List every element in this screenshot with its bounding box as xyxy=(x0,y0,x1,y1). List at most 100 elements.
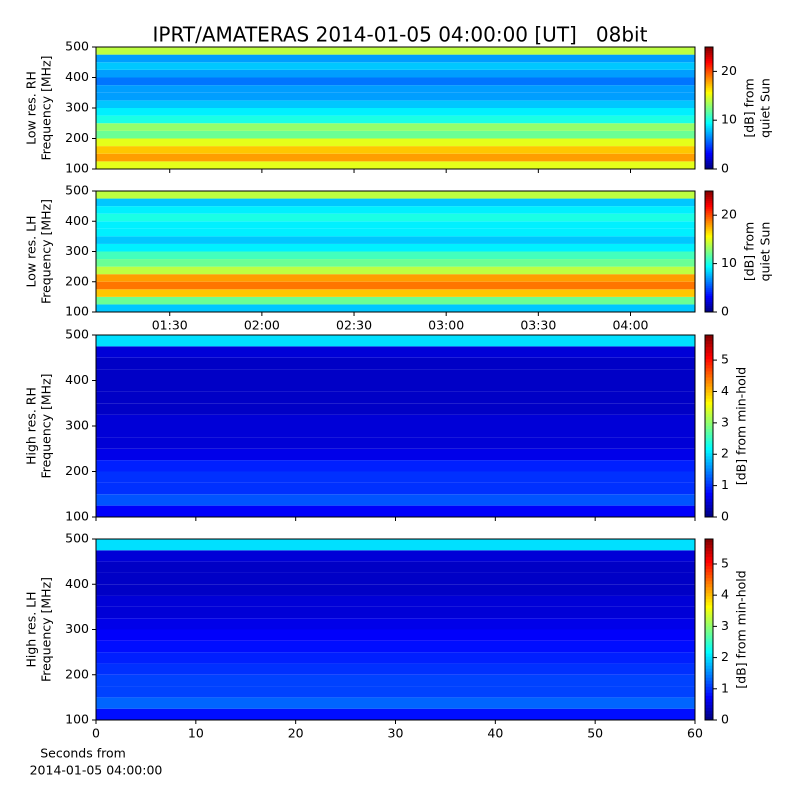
heatmap-cell xyxy=(96,92,695,101)
colorbar-step xyxy=(705,371,713,375)
colorbar-step xyxy=(705,166,713,170)
colorbar-step xyxy=(705,237,713,240)
colorbar-step xyxy=(705,692,713,697)
colorbar-step xyxy=(705,120,713,123)
x-tick-label: 02:30 xyxy=(336,318,372,333)
colorbar-step xyxy=(705,69,713,72)
heatmap-cell xyxy=(96,221,695,229)
heatmap-cell xyxy=(96,191,695,199)
heatmap-cell xyxy=(96,414,695,426)
colorbar-step xyxy=(705,539,713,543)
colorbar-step xyxy=(705,105,713,109)
y-tick-label: 200 xyxy=(65,463,89,478)
colorbar-tick-label: 20 xyxy=(721,63,737,78)
colorbar-step xyxy=(705,680,713,685)
heatmap-cell xyxy=(96,138,695,147)
colorbar-step xyxy=(705,356,713,360)
heatmap-cell xyxy=(96,708,695,720)
colorbar-step xyxy=(705,269,713,273)
colorbar-step xyxy=(705,128,713,131)
colorbar-step xyxy=(705,404,713,409)
colorbar-step xyxy=(705,563,713,567)
colorbar-step xyxy=(705,474,713,479)
colorbar-step xyxy=(705,695,713,700)
y-tick-label: 100 xyxy=(65,304,89,319)
colorbar-tick-label: 10 xyxy=(721,255,737,270)
colorbar-step xyxy=(705,245,713,248)
colorbar-step xyxy=(705,273,713,277)
colorbar-step xyxy=(705,253,713,257)
colorbar-step xyxy=(705,471,713,476)
colorbar-step xyxy=(705,435,713,439)
colorbar-step xyxy=(705,136,713,139)
heatmap-cell xyxy=(96,130,695,139)
heatmap-cell xyxy=(96,584,695,596)
colorbar-step xyxy=(705,77,713,81)
y-axis-label: Frequency [MHz] xyxy=(39,199,54,304)
colorbar-step xyxy=(705,303,713,307)
heatmap-cell xyxy=(96,115,695,124)
colorbar-step xyxy=(705,126,713,129)
heatmap-cell xyxy=(96,426,695,438)
colorbar-step xyxy=(705,422,713,427)
heatmap-cell xyxy=(96,606,695,619)
heatmap-cell xyxy=(96,335,695,347)
colorbar-step xyxy=(705,146,713,150)
colorbar-step xyxy=(705,441,713,445)
colorbar-step xyxy=(705,626,713,630)
colorbar-step xyxy=(705,293,713,297)
colorbar-step xyxy=(705,686,713,691)
colorbar-step xyxy=(705,101,713,105)
y-axis-label: Low res. LH xyxy=(24,216,39,288)
colorbar-step xyxy=(705,103,713,107)
colorbar-frame xyxy=(704,538,714,721)
colorbar-step xyxy=(705,617,713,621)
x-tick-label: 30 xyxy=(388,726,404,741)
heatmap-cell xyxy=(96,274,695,282)
colorbar-step xyxy=(705,263,713,267)
colorbar-step xyxy=(705,542,713,546)
colorbar-step xyxy=(705,73,713,76)
colorbar-step xyxy=(705,401,713,406)
colorbar-step xyxy=(705,215,713,218)
colorbar-step xyxy=(705,353,713,357)
colorbar-step xyxy=(705,662,713,667)
colorbar-step xyxy=(705,707,713,712)
heatmap-cell xyxy=(96,629,695,641)
colorbar-step xyxy=(705,160,713,164)
y-tick-label: 200 xyxy=(65,130,89,145)
y-tick-label: 300 xyxy=(65,243,89,258)
colorbar-step xyxy=(705,205,713,208)
colorbar-step xyxy=(705,462,713,466)
colorbar-step xyxy=(705,501,713,506)
colorbar-step xyxy=(705,578,713,582)
colorbar-step xyxy=(705,468,713,472)
heatmap-cell xyxy=(96,259,695,267)
colorbar-step xyxy=(705,255,713,259)
colorbar-step xyxy=(705,653,713,658)
colorbar-step xyxy=(705,365,713,369)
colorbar-step xyxy=(705,223,713,226)
colorbar-step xyxy=(705,383,713,388)
colorbar-tick-label: 1 xyxy=(721,680,729,695)
colorbar-step xyxy=(705,305,713,309)
y-tick-label: 100 xyxy=(65,509,89,524)
heatmap-cell xyxy=(96,697,695,709)
heatmap-cell xyxy=(96,228,695,237)
heatmap-cell xyxy=(96,251,695,260)
colorbar-step xyxy=(705,554,713,558)
colorbar-tick-label: 10 xyxy=(721,112,737,127)
colorbar-step xyxy=(705,61,713,64)
colorbar-step xyxy=(705,560,713,564)
x-axis-label: 2014-01-05 04:00:00 xyxy=(30,763,163,778)
heatmap-cell xyxy=(96,550,695,562)
colorbar-step xyxy=(705,665,713,670)
colorbar-step xyxy=(705,453,713,457)
colorbar-step xyxy=(705,261,713,265)
heatmap-cell xyxy=(96,266,695,275)
colorbar-step xyxy=(705,507,713,512)
colorbar-step xyxy=(705,584,713,588)
colorbar-tick-label: 2 xyxy=(721,649,729,664)
colorbar-step xyxy=(705,140,713,144)
colorbar-step xyxy=(705,93,713,97)
